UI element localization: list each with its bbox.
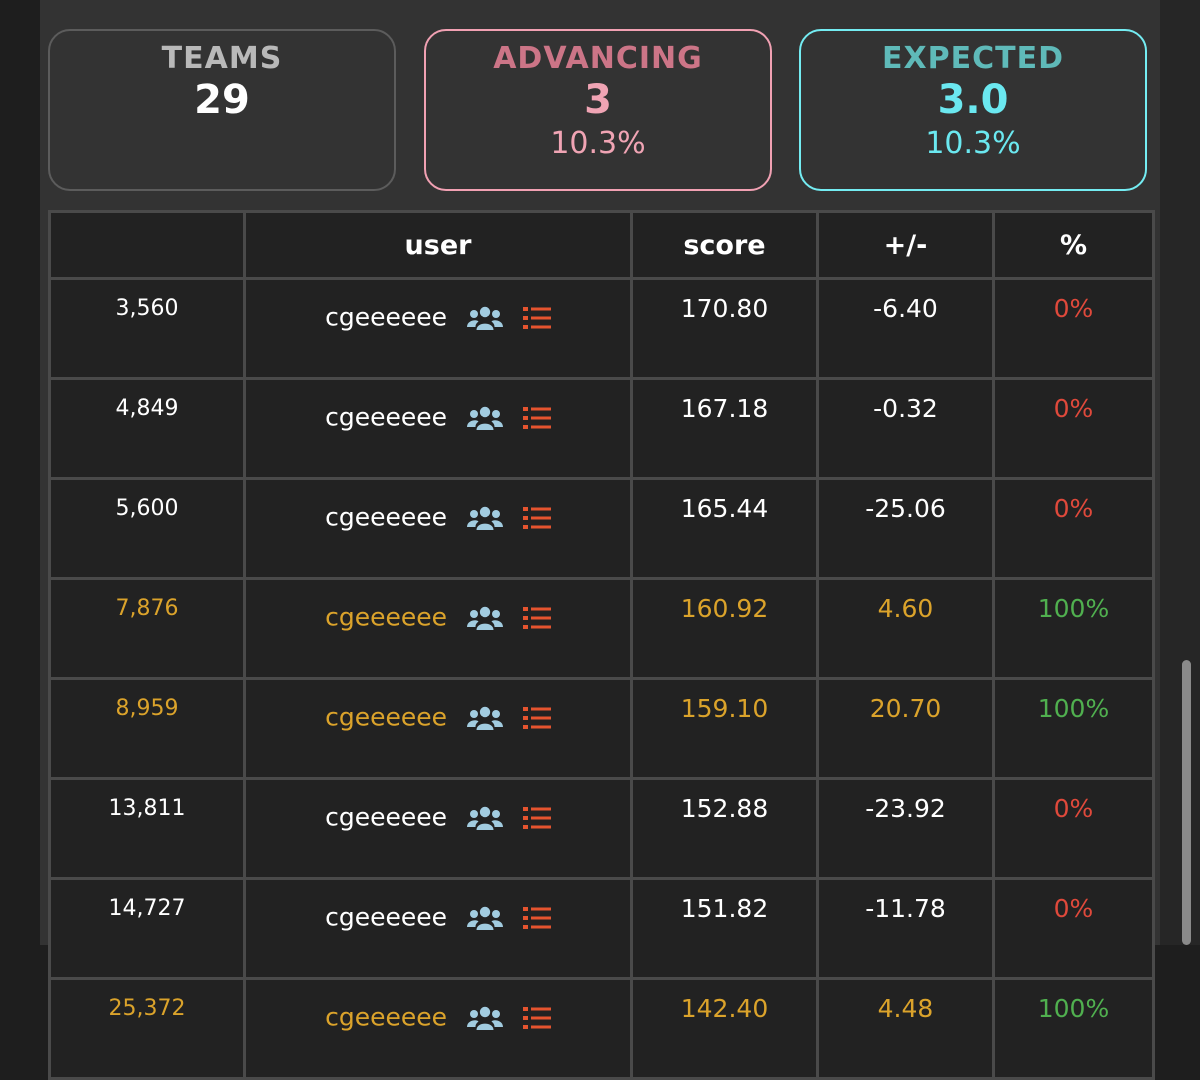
diff-cell: -25.06: [816, 477, 995, 580]
username-link[interactable]: cgeeeeee: [325, 802, 447, 832]
list-icon[interactable]: [522, 505, 551, 537]
pct-cell: 0%: [992, 377, 1155, 480]
pct-cell: 0%: [992, 277, 1155, 380]
rank-cell: 8,959: [48, 677, 246, 780]
user-cell: cgeeeeee: [243, 677, 633, 780]
username-link[interactable]: cgeeeeee: [325, 1002, 447, 1032]
score-cell: 170.80: [630, 277, 819, 380]
page-margin: [1160, 0, 1200, 945]
table-row: 8,959 cgeeeeee: [48, 677, 1155, 780]
team-icon[interactable]: [466, 904, 503, 938]
pct-cell: 0%: [992, 777, 1155, 880]
team-icon[interactable]: [466, 804, 503, 838]
score-cell: 159.10: [630, 677, 819, 780]
user-cell: cgeeeeee: [243, 777, 633, 880]
user-cell: cgeeeeee: [243, 977, 633, 1080]
diff-cell: 4.60: [816, 577, 995, 680]
rank-cell: 14,727: [48, 877, 246, 980]
diff-cell: 4.48: [816, 977, 995, 1080]
score-cell: 165.44: [630, 477, 819, 580]
pct-cell: 100%: [992, 677, 1155, 780]
header-score[interactable]: score: [630, 210, 819, 280]
expected-pct: 10.3%: [925, 126, 1021, 161]
rank-cell: 7,876: [48, 577, 246, 680]
list-icon[interactable]: [522, 805, 551, 837]
username-link[interactable]: cgeeeeee: [325, 502, 447, 532]
header-user[interactable]: user: [243, 210, 633, 280]
pct-cell: 100%: [992, 577, 1155, 680]
scrollbar[interactable]: [1182, 660, 1191, 945]
team-icon[interactable]: [466, 604, 503, 638]
expected-value: 3.0: [937, 77, 1009, 123]
diff-cell: -23.92: [816, 777, 995, 880]
diff-cell: -6.40: [816, 277, 995, 380]
team-icon[interactable]: [466, 1004, 503, 1038]
header-diff[interactable]: +/-: [816, 210, 995, 280]
user-cell: cgeeeeee: [243, 877, 633, 980]
table-row: 14,727 cgeeeeee: [48, 877, 1155, 980]
table-row: 7,876 cgeeeeee: [48, 577, 1155, 680]
expected-label: EXPECTED: [882, 41, 1064, 76]
list-icon[interactable]: [522, 605, 551, 637]
teams-stat-card: TEAMS 29: [48, 29, 396, 191]
username-link[interactable]: cgeeeeee: [325, 702, 447, 732]
team-icon[interactable]: [466, 404, 503, 438]
team-icon[interactable]: [466, 704, 503, 738]
header-pct[interactable]: %: [992, 210, 1155, 280]
teams-value: 29: [194, 77, 250, 123]
diff-cell: 20.70: [816, 677, 995, 780]
list-icon[interactable]: [522, 305, 551, 337]
user-cell: cgeeeeee: [243, 377, 633, 480]
table-header-row: user score +/- %: [48, 210, 1155, 280]
username-link[interactable]: cgeeeeee: [325, 402, 447, 432]
advancing-stat-card: ADVANCING 3 10.3%: [424, 29, 772, 191]
rank-cell: 5,600: [48, 477, 246, 580]
team-icon[interactable]: [466, 504, 503, 538]
list-icon[interactable]: [522, 705, 551, 737]
advancing-value: 3: [584, 77, 612, 123]
advancing-label: ADVANCING: [493, 41, 703, 76]
leaderboard-table: user score +/- % 3,560 cgeeeeee: [48, 210, 1155, 1080]
list-icon[interactable]: [522, 905, 551, 937]
header-rank[interactable]: [48, 210, 246, 280]
table-row: 3,560 cgeeeeee: [48, 277, 1155, 380]
score-cell: 160.92: [630, 577, 819, 680]
score-cell: 167.18: [630, 377, 819, 480]
username-link[interactable]: cgeeeeee: [325, 902, 447, 932]
diff-cell: -11.78: [816, 877, 995, 980]
table-row: 25,372 cgeeeeee: [48, 977, 1155, 1080]
list-icon[interactable]: [522, 405, 551, 437]
pct-cell: 0%: [992, 877, 1155, 980]
diff-cell: -0.32: [816, 377, 995, 480]
team-icon[interactable]: [466, 304, 503, 338]
user-cell: cgeeeeee: [243, 477, 633, 580]
username-link[interactable]: cgeeeeee: [325, 602, 447, 632]
table-row: 13,811 cgeeeeee: [48, 777, 1155, 880]
teams-label: TEAMS: [161, 41, 283, 76]
table-row: 4,849 cgeeeeee: [48, 377, 1155, 480]
user-cell: cgeeeeee: [243, 577, 633, 680]
pct-cell: 100%: [992, 977, 1155, 1080]
expected-stat-card: EXPECTED 3.0 10.3%: [799, 29, 1147, 191]
list-icon[interactable]: [522, 1005, 551, 1037]
table-row: 5,600 cgeeeeee: [48, 477, 1155, 580]
score-cell: 151.82: [630, 877, 819, 980]
rank-cell: 13,811: [48, 777, 246, 880]
rank-cell: 25,372: [48, 977, 246, 1080]
score-cell: 142.40: [630, 977, 819, 1080]
pct-cell: 0%: [992, 477, 1155, 580]
advancing-pct: 10.3%: [550, 126, 646, 161]
user-cell: cgeeeeee: [243, 277, 633, 380]
username-link[interactable]: cgeeeeee: [325, 302, 447, 332]
rank-cell: 4,849: [48, 377, 246, 480]
rank-cell: 3,560: [48, 277, 246, 380]
score-cell: 152.88: [630, 777, 819, 880]
